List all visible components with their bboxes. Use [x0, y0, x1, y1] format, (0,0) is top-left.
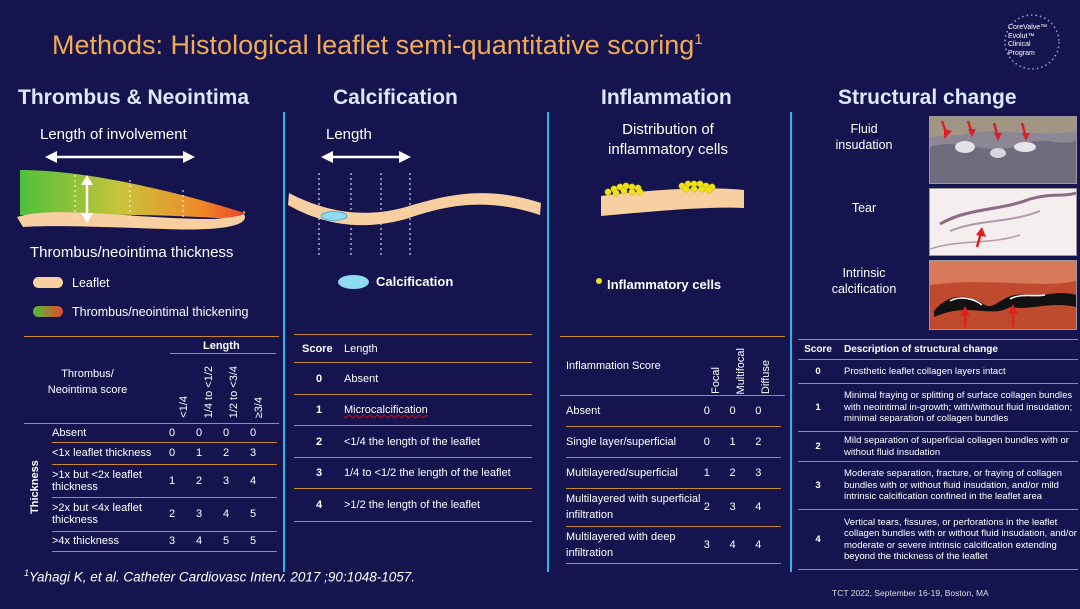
leaflet-shape	[601, 188, 744, 216]
citation: 1Yahagi K, et al. Catheter Cardiovasc In…	[24, 568, 416, 585]
leaflet-legend-swatch	[33, 277, 63, 288]
inflammation-score-header: Inflammation Score	[566, 360, 661, 372]
table-row: >1x but <2x leaflet thickness 1 2 3 4	[52, 464, 277, 497]
thrombus-column-headers: <1/4 1/4 to <1/2 1/2 to <3/4 ≥3/4	[178, 358, 270, 418]
table-row: 4 >1/2 the length of the leaflet	[294, 489, 532, 522]
table-row: 4 Vertical tears, fissures, or perforatio…	[798, 510, 1078, 570]
col-header: <1/4	[178, 396, 190, 418]
inflammatory-cells-legend-label: Inflammatory cells	[607, 277, 722, 292]
thickness-label: Thrombus/neointima thickness	[30, 244, 234, 261]
col-header: ≥3/4	[253, 396, 265, 418]
table-row: Multilayered with deep infiltration 3 4 4	[566, 526, 781, 563]
table-row: 0 Prosthetic leaflet collagen layers inta…	[798, 360, 1078, 384]
thrombus-table: Absent 0 0 0 0 <1x leaflet thickness 0 1 2 3 >1x…	[52, 424, 277, 552]
column-divider	[790, 112, 792, 572]
corevalve-logo: CoreValve™ Evolut™ Clinical Program	[1002, 12, 1062, 72]
table-row: 3 1/4 to <1/2 the length of the leaflet	[294, 458, 532, 489]
inflammation-diagram	[601, 180, 744, 216]
table-row: 1 Minimal fraying or splitting of surface…	[798, 384, 1078, 432]
thrombus-diagram	[17, 151, 246, 230]
footer-text: TCT 2022, September 16-19, Boston, MA	[832, 588, 989, 598]
distribution-label: Distribution of inflammatory cells	[607, 121, 729, 158]
calcification-heading: Calcification	[333, 86, 458, 109]
length-of-involvement-label: Length of involvement	[40, 126, 187, 143]
leaflet-shape	[288, 193, 541, 226]
table-row: <1x leaflet thickness 0 1 2 3	[52, 442, 277, 464]
table-row: >4x thickness 3 4 5 5	[52, 531, 277, 551]
inflammation-table: Absent 0 0 0 Single layer/superficial 0 1 2 Mu…	[566, 396, 781, 564]
thrombus-table-top-rule	[24, 336, 279, 337]
thrombus-heading: Thrombus & Neointima	[18, 86, 250, 109]
table-row: >2x but <4x leaflet thickness 2 3 4 5	[52, 497, 277, 531]
thrombus-layer	[20, 170, 245, 219]
thickness-side-label: Thickness	[29, 460, 41, 515]
table-row: 2 <1/4 the length of the leaflet	[294, 426, 532, 458]
tear-label: Tear	[851, 201, 877, 215]
calcification-legend-swatch	[338, 275, 369, 289]
leaflet-shape	[17, 211, 246, 230]
col-header: 1/2 to <3/4	[228, 365, 240, 418]
fluid-insudation-label: Fluid insudation	[835, 122, 893, 152]
calcification-legend-label: Calcification	[376, 274, 454, 289]
table-row: 3 Moderate separation, fracture, or frayi…	[798, 462, 1078, 510]
table-row: 2 Mild separation of superficial collagen…	[798, 432, 1078, 462]
col-header: 1/4 to <1/2	[203, 365, 215, 418]
table-row: Absent 0 0 0	[566, 396, 781, 426]
calcification-diagram	[288, 151, 541, 255]
calcification-table: Score Length 0 Absent 1 Microcalcification …	[294, 334, 532, 522]
intrinsic-calcification-label: Intrinsic calcification	[831, 266, 897, 296]
table-row: Multilayered/superficial 1 2 3	[566, 457, 781, 488]
structural-heading: Structural change	[838, 86, 1017, 109]
table-row: 1 Microcalcification	[294, 395, 532, 426]
calcification-deposit	[320, 211, 348, 221]
calcification-length-label: Length	[326, 126, 372, 143]
column-divider	[283, 112, 285, 572]
table-row: 0 Absent	[294, 363, 532, 395]
inflammatory-cell-cluster	[604, 180, 716, 197]
leaflet-legend-label: Leaflet	[72, 276, 110, 290]
slide-title: Methods: Histological leaflet semi-quant…	[52, 30, 703, 60]
inflammatory-cell-legend-dot	[596, 278, 602, 284]
intrinsic-calcification-image	[929, 260, 1077, 330]
table-row: Multilayered with superficial infiltrati…	[566, 488, 781, 526]
thrombus-legend-swatch	[33, 306, 63, 317]
tear-image	[929, 188, 1077, 256]
length-header: Length	[203, 340, 240, 352]
thrombus-score-header: Thrombus/ Neointima score	[47, 368, 128, 396]
table-row: Absent 0 0 0 0	[52, 424, 277, 442]
fluid-insudation-image	[929, 116, 1077, 184]
column-divider	[547, 112, 549, 572]
inflammation-column-headers: Focal Multifocal Diffuse	[710, 347, 772, 394]
table-row: Single layer/superficial 0 1 2	[566, 426, 781, 457]
inflammation-heading: Inflammation	[601, 86, 732, 109]
thrombus-legend-label: Thrombus/neointimal thickening	[72, 305, 249, 319]
